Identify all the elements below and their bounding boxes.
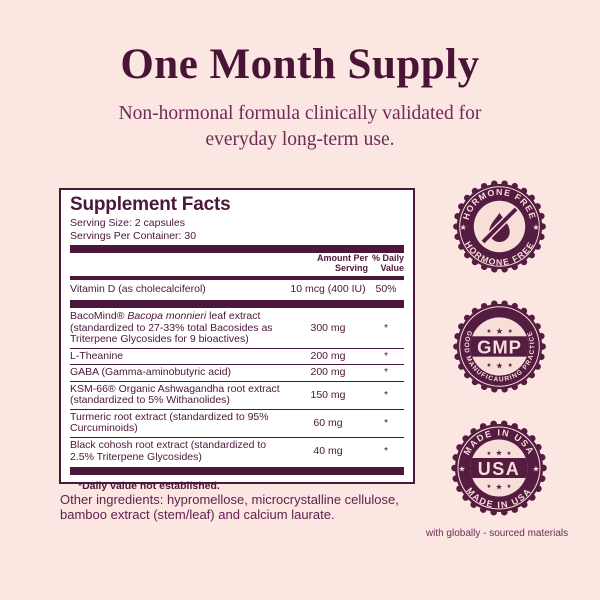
column-header-row: Amount Per Serving % Daily Value — [70, 253, 404, 273]
serving-size: Serving Size: 2 capsules — [70, 216, 185, 229]
star-icon: ★ — [507, 362, 512, 369]
star-icon: ★ — [507, 328, 512, 335]
divider-bar-bottom — [70, 466, 404, 476]
badge-scallop-edge — [452, 180, 546, 273]
star-icon: ★ — [495, 483, 502, 492]
star-icon: ★ — [495, 360, 503, 370]
table-row-black-cohosh: Black cohosh root extract (standardized … — [70, 437, 404, 465]
star-icon: ★ — [458, 465, 465, 474]
star-icon: ★ — [532, 223, 539, 232]
gmp-badge: GOOD MANUFICAURING PRACTICE GMP ★ ★ ★ ★ … — [452, 300, 546, 393]
badge-scallop-edge — [452, 300, 546, 393]
gmp-center-text: GMP — [477, 336, 522, 357]
no-slash-icon — [481, 207, 517, 244]
column-header-daily-value: % Daily Value — [371, 253, 404, 273]
star-icon: ★ — [507, 483, 512, 490]
hormone-free-badge: HORMONE FREE HORMONE FREE ★ ★ — [452, 180, 546, 273]
table-row-ksm66: KSM-66® Organic Ashwagandha root extract… — [70, 380, 404, 409]
other-ingredients-text: Other ingredients: hypromellose, microcr… — [60, 492, 399, 523]
divider-bar-medium — [70, 275, 404, 280]
star-icon: ★ — [487, 483, 492, 490]
gmp-band — [469, 336, 529, 357]
table-row-turmeric: Turmeric root extract (standardized to 9… — [70, 408, 404, 437]
table-row-vitamin-d: Vitamin D (as cholecalciferol) 10 mcg (4… — [70, 282, 397, 295]
usa-band — [470, 458, 528, 478]
star-icon: ★ — [459, 223, 466, 232]
usa-center-text: USA — [478, 459, 521, 479]
table-row-gaba: GABA (Gamma-aminobutyric acid) 200 mg * — [70, 364, 404, 381]
supplement-facts-title: Supplement Facts — [70, 194, 231, 215]
servings-per-container: Servings Per Container: 30 — [70, 229, 197, 242]
badge-inner-ring — [458, 186, 540, 267]
table-row-l-theanine: L-Theanine 200 mg * — [70, 347, 404, 365]
star-icon: ★ — [507, 450, 512, 457]
star-icon: ★ — [532, 465, 539, 474]
badge-inner-ring — [458, 306, 540, 387]
ingredient-rows: BacoMind® Bacopa monnieri leaf extract (… — [70, 309, 404, 465]
made-in-usa-badge: MADE IN USA MADE IN USA ★ ★ USA ★ ★ ★ ★ … — [451, 420, 547, 516]
column-header-amount: Amount Per Serving — [316, 253, 368, 273]
page-subtitle: Non-hormonal formula clinically validate… — [118, 103, 482, 150]
badge-scallop-edge — [451, 420, 547, 516]
divider-bar-thick — [70, 245, 404, 253]
sourced-materials-note: with globally - sourced materials — [425, 528, 569, 539]
table-row-bacomind: BacoMind® Bacopa monnieri leaf extract (… — [70, 310, 389, 346]
star-icon: ★ — [495, 326, 503, 336]
page-title: One Month Supply — [120, 41, 480, 88]
supplement-facts-panel: Supplement Facts Serving Size: 2 capsule… — [59, 188, 415, 492]
star-icon: ★ — [495, 449, 502, 458]
star-icon: ★ — [487, 450, 492, 457]
star-icon: ★ — [486, 328, 491, 335]
badge-inner-ring — [457, 426, 541, 510]
certification-badges: HORMONE FREE HORMONE FREE ★ ★ GOOD MANUF… — [448, 178, 550, 518]
daily-value-footnote: *Daily value not established. — [78, 480, 220, 493]
divider-bar-thick — [70, 300, 404, 308]
star-icon: ★ — [486, 362, 491, 369]
